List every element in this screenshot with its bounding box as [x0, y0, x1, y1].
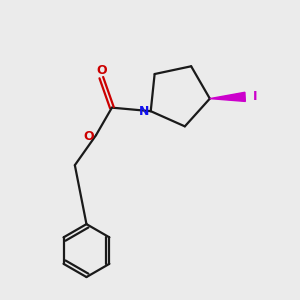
Text: N: N [139, 105, 150, 118]
Text: O: O [96, 64, 106, 77]
Polygon shape [210, 92, 245, 101]
Text: I: I [253, 90, 257, 103]
Text: O: O [84, 130, 94, 143]
